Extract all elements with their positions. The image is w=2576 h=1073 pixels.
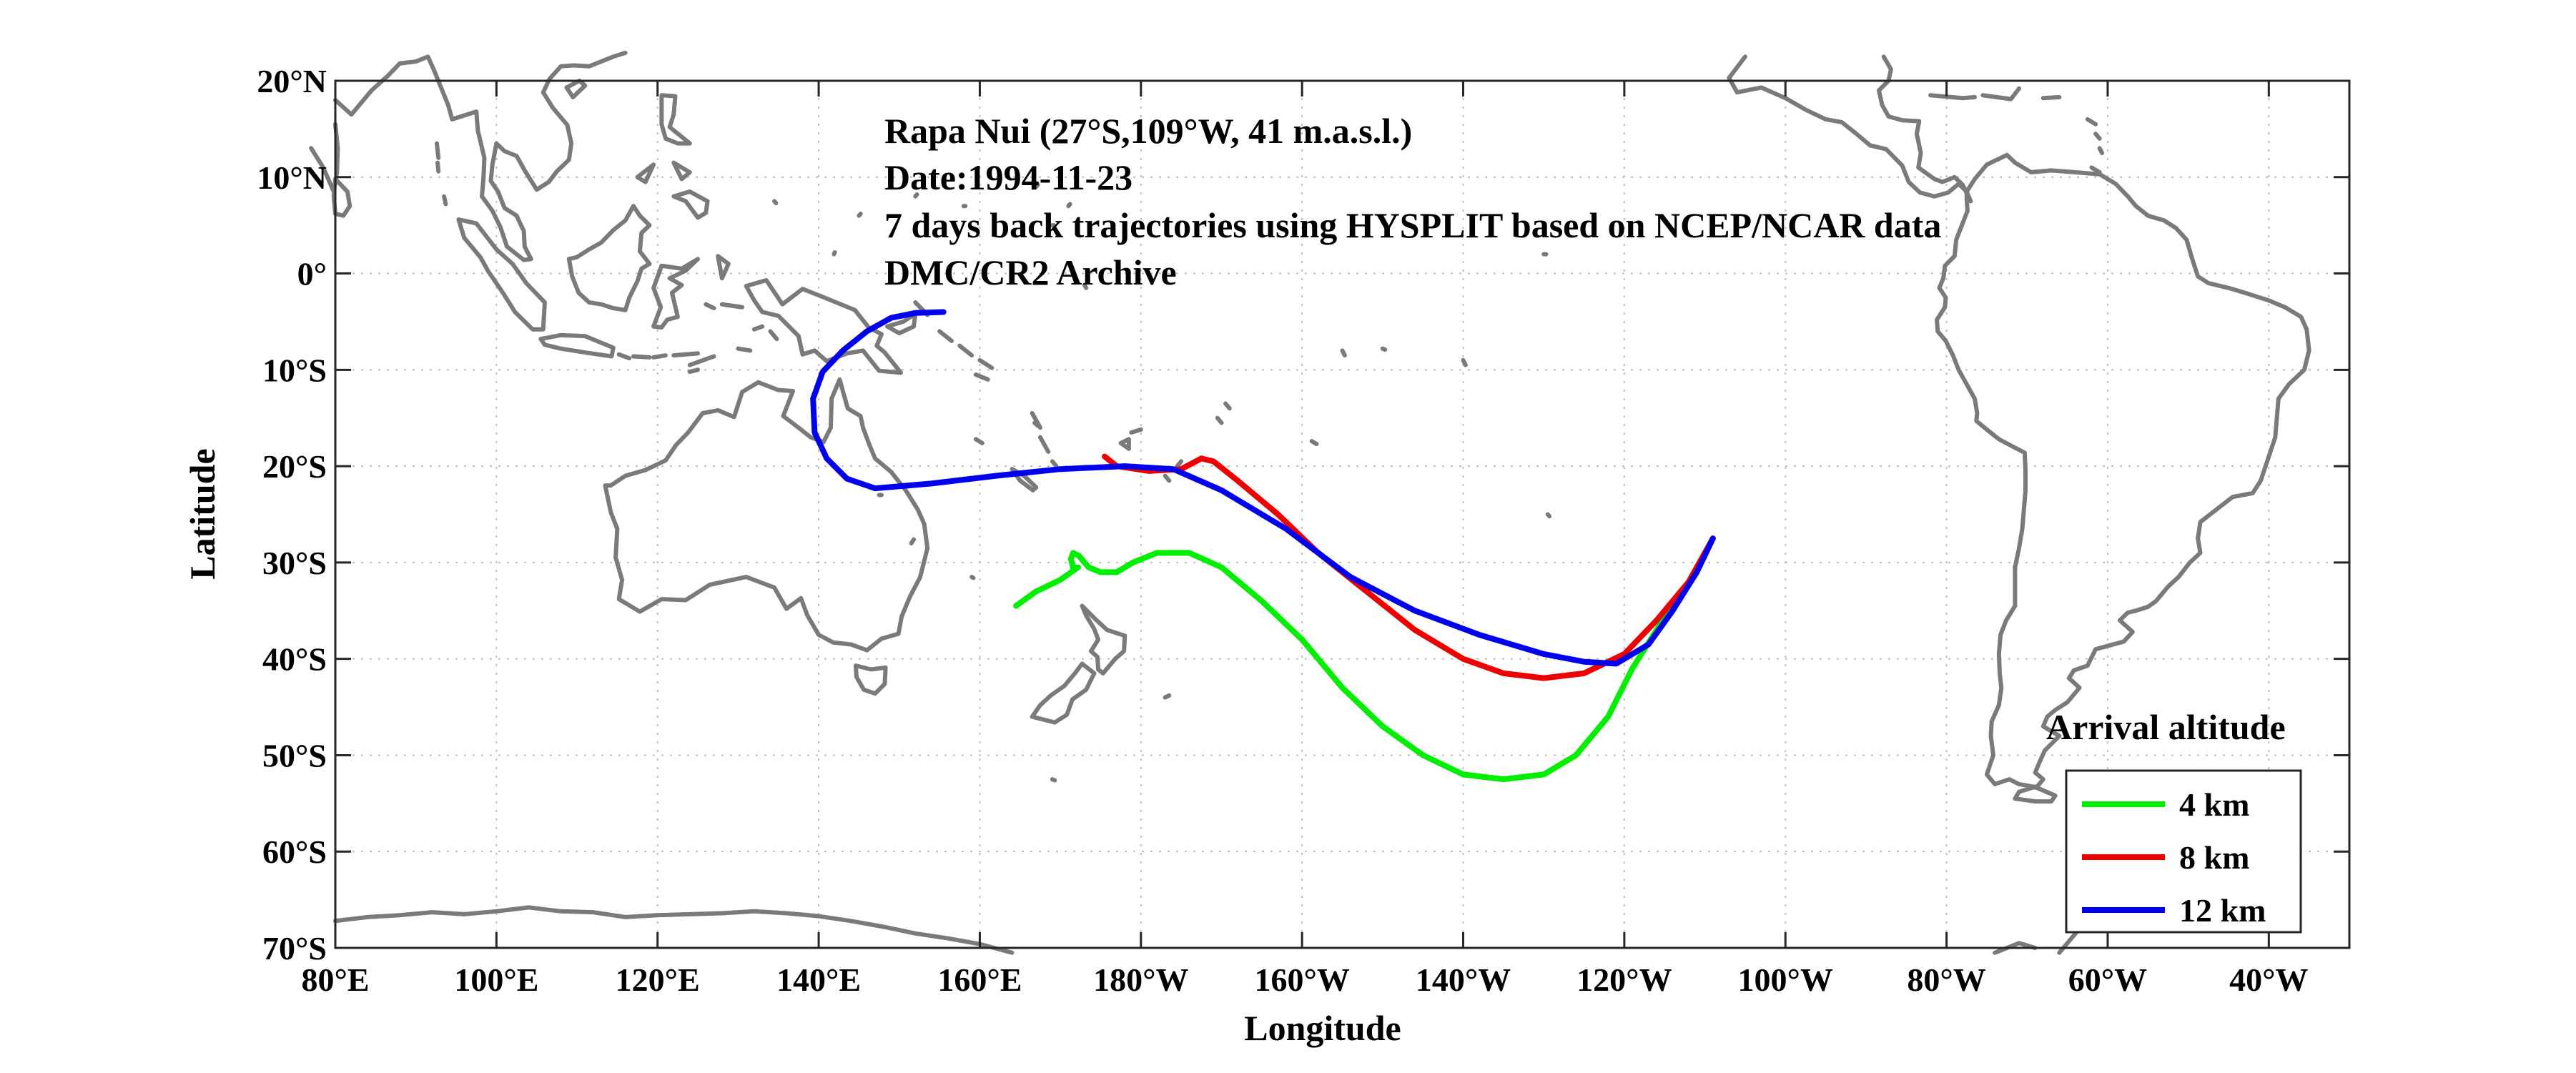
legend-entries: 4 km 8 km 12 km: [2082, 786, 2266, 929]
landmass-new-guinea: [746, 280, 901, 372]
x-tick-label: 80°W: [1907, 961, 1985, 998]
trajectory-8-km: [1102, 453, 1716, 681]
landmass-sulawesi: [653, 259, 698, 327]
y-tick-label: 20°N: [257, 63, 327, 99]
landmass-sri-lanka: [334, 179, 350, 215]
y-tick-label: 10°N: [257, 159, 327, 196]
x-tick-label: 120°E: [616, 961, 700, 998]
x-tick-label: 120°W: [1576, 961, 1672, 998]
landmass-moluccas: [706, 256, 776, 350]
x-tick-label: 160°W: [1254, 961, 1349, 998]
landmass-australia: [605, 380, 927, 651]
legend-title: Arrival altitude: [2046, 707, 2286, 747]
x-tick-label: 40°W: [2229, 961, 2308, 998]
y-tick-label: 0°: [297, 256, 327, 292]
trajectory-12-km: [810, 309, 1716, 667]
annotation-line-3: 7 days back trajectories using HYSPLIT b…: [884, 205, 1941, 245]
y-tick-label: 20°S: [262, 448, 327, 485]
landmass-sumatra: [458, 219, 545, 330]
y-tick-label: 40°S: [262, 641, 327, 678]
legend-label-4-km: 4 km: [2179, 786, 2249, 823]
x-axis-title: Longitude: [1244, 1008, 1401, 1048]
coastlines: [311, 53, 2309, 953]
legend-label-12-km: 12 km: [2179, 892, 2266, 929]
y-tick-label: 70°S: [262, 930, 327, 966]
legend-label-8-km: 8 km: [2179, 839, 2249, 876]
landmass-bismarck-islands: [887, 302, 1048, 452]
x-tick-label: 100°W: [1738, 961, 1833, 998]
legend: Arrival altitude 4 km 8 km 12 km: [2046, 707, 2302, 934]
landmass-andaman-islands: [437, 144, 445, 204]
annotation-line-1: Rapa Nui (27°S,109°W, 41 m.a.s.l.): [884, 111, 1412, 151]
annotation-block: Rapa Nui (27°S,109°W, 41 m.a.s.l.) Date:…: [884, 111, 1941, 292]
landmass-pacific-islands: [774, 185, 1549, 781]
annotation-line-2: Date:1994-11-23: [884, 157, 1132, 197]
x-tick-label: 80°E: [301, 961, 369, 998]
x-tick-label: 140°E: [776, 961, 861, 998]
y-axis-title: Latitude: [182, 448, 222, 579]
y-tick-label: 50°S: [262, 737, 327, 773]
legend-box: [2065, 769, 2302, 934]
landmass-north-america: [1729, 56, 1970, 201]
x-tick-label: 180°W: [1093, 961, 1188, 998]
trajectory-series: [810, 309, 1716, 783]
plot-frame: [334, 79, 2351, 949]
landmass-philippines: [638, 95, 708, 217]
plot-area: [335, 81, 2349, 948]
y-tick-label: 60°S: [262, 834, 327, 870]
landmass-new-zealand: [1032, 606, 1125, 723]
y-tick-label: 10°S: [262, 352, 327, 388]
x-tick-label: 160°E: [937, 961, 1022, 998]
gridlines: [335, 81, 2349, 948]
landmass-borneo: [569, 206, 650, 310]
landmass-taiwan-hainan: [566, 81, 585, 97]
x-tick-label: 60°W: [2068, 961, 2147, 998]
trajectory-4-km: [1013, 535, 1716, 783]
y-axis-ticks: 20°N 10°N 0° 10°S 20°S 30°S 40°S 50°S 60°S 70°S: [257, 63, 2349, 966]
landmass-south-america: [1937, 155, 2309, 801]
landmass-caribbean: [1930, 89, 2102, 172]
landmass-tasmania: [856, 666, 886, 693]
x-axis-ticks: 80°E 100°E 120°E 140°E 160°E 180°W 160°W 140°W 1…: [301, 81, 2309, 998]
annotation-line-4: DMC/CR2 Archive: [884, 252, 1177, 292]
x-tick-label: 100°E: [454, 961, 538, 998]
y-tick-label: 30°S: [262, 545, 327, 581]
landmass-new-caledonia: [976, 430, 1141, 490]
x-tick-label: 140°W: [1416, 961, 1511, 998]
landmass-antarctica: [335, 907, 1012, 952]
landmass-java: [541, 335, 714, 372]
